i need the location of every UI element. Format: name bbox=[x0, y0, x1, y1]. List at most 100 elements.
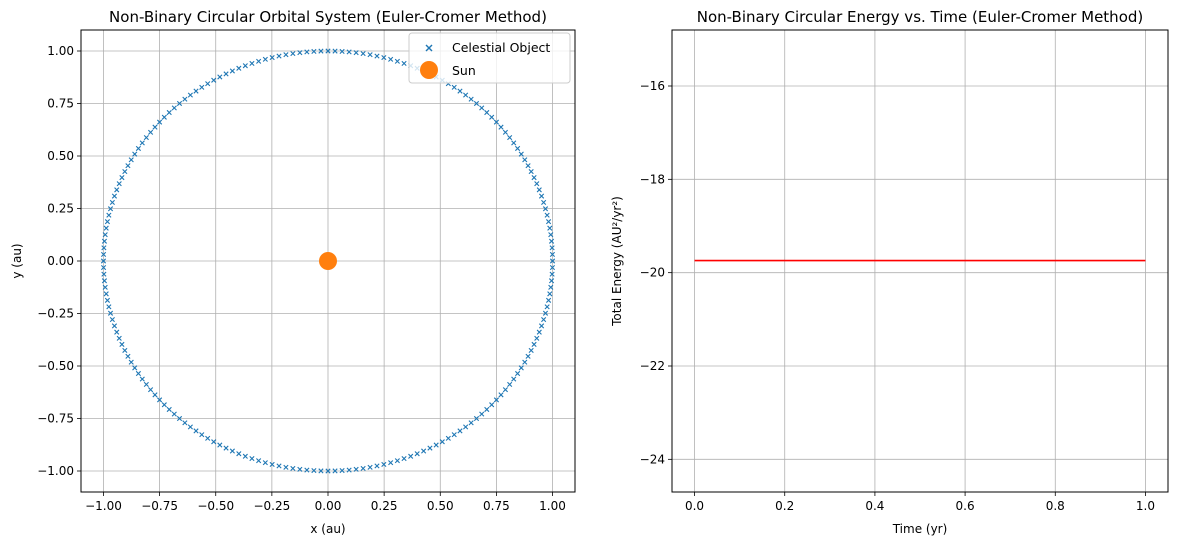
orbit-point bbox=[360, 465, 366, 472]
orbit-point bbox=[135, 370, 141, 377]
orbit-point bbox=[457, 88, 463, 94]
orbit-point bbox=[139, 376, 145, 382]
orbit-point bbox=[339, 48, 345, 55]
orbit-point bbox=[101, 245, 107, 251]
orbit-point bbox=[193, 428, 199, 434]
energy-plot-ticks: 0.0 0.2 0.4 0.6 0.8 1.0 −24 −22 −20 −18 −16 bbox=[640, 79, 1155, 513]
sun-point bbox=[319, 252, 337, 270]
orbit-point bbox=[544, 304, 550, 310]
orbit-point bbox=[249, 60, 255, 67]
orbit-point bbox=[217, 74, 223, 80]
x-tick-label: 0.4 bbox=[865, 499, 884, 513]
orbit-point bbox=[502, 129, 509, 135]
orbit-point bbox=[502, 387, 509, 393]
orbit-point bbox=[507, 134, 513, 141]
orbit-point bbox=[463, 424, 469, 430]
orbit-point bbox=[401, 455, 407, 462]
orbit-point bbox=[541, 199, 547, 206]
y-tick-label: 0.25 bbox=[47, 202, 74, 216]
orbit-point bbox=[187, 92, 193, 98]
energy-plot-xlabel: Time (yr) bbox=[892, 522, 948, 536]
orbit-point bbox=[269, 55, 275, 61]
x-tick-label: 0.00 bbox=[315, 499, 342, 513]
orbit-point bbox=[166, 406, 172, 413]
orbit-point bbox=[106, 212, 112, 218]
orbit-point bbox=[193, 88, 199, 94]
orbit-point bbox=[103, 291, 109, 297]
y-tick-label: −0.25 bbox=[37, 307, 74, 321]
orbit-point bbox=[187, 424, 193, 430]
orbit-point bbox=[507, 381, 513, 388]
orbit-point bbox=[242, 63, 248, 69]
orbit-point bbox=[211, 77, 217, 83]
orbit-point bbox=[479, 105, 485, 111]
orbit-point bbox=[156, 397, 163, 403]
legend-marker-sun bbox=[420, 61, 438, 79]
orbit-point bbox=[101, 271, 107, 277]
orbit-point bbox=[346, 467, 352, 473]
orbit-point bbox=[106, 304, 112, 310]
x-tick-label: 1.00 bbox=[539, 499, 566, 513]
orbit-point bbox=[125, 163, 131, 169]
orbit-point bbox=[109, 199, 115, 206]
orbit-point bbox=[346, 49, 352, 55]
orbit-point bbox=[176, 415, 183, 422]
y-tick-label: −22 bbox=[640, 359, 665, 373]
orbit-point bbox=[100, 265, 107, 271]
orbit-point bbox=[427, 445, 433, 451]
orbit-point bbox=[211, 439, 217, 445]
orbit-point bbox=[549, 265, 556, 271]
orbit-point bbox=[451, 432, 457, 438]
orbit-point bbox=[283, 52, 289, 58]
orbit-point bbox=[548, 284, 554, 290]
orbit-point bbox=[525, 163, 531, 169]
orbit-point bbox=[332, 48, 338, 54]
orbit-point bbox=[125, 353, 131, 359]
orbit-point bbox=[114, 187, 120, 193]
y-tick-label: −18 bbox=[640, 172, 665, 186]
orbit-plot-title: Non-Binary Circular Orbital System (Eule… bbox=[109, 8, 547, 26]
orbit-point bbox=[290, 465, 296, 472]
orbit-point bbox=[522, 359, 528, 365]
orbit-point bbox=[339, 467, 345, 474]
orbit-point bbox=[547, 291, 553, 297]
y-tick-label: −16 bbox=[640, 79, 665, 93]
orbit-point bbox=[531, 341, 537, 347]
orbit-point bbox=[451, 84, 457, 90]
orbit-point bbox=[332, 468, 338, 474]
x-tick-label: 0.50 bbox=[427, 499, 454, 513]
orbit-point bbox=[132, 365, 138, 371]
orbit-point bbox=[176, 100, 183, 107]
orbit-point bbox=[276, 463, 282, 469]
orbit-point bbox=[269, 461, 275, 467]
x-tick-label: 1.0 bbox=[1136, 499, 1155, 513]
orbit-point bbox=[199, 84, 205, 90]
orbit-point bbox=[531, 175, 537, 181]
orbit-point bbox=[119, 341, 125, 347]
orbit-point bbox=[549, 245, 555, 251]
orbit-point bbox=[143, 134, 149, 141]
orbit-point bbox=[205, 81, 211, 87]
orbit-point bbox=[468, 420, 474, 426]
x-tick-label: −1.00 bbox=[85, 499, 122, 513]
orbit-plot-ylabel: y (au) bbox=[10, 243, 24, 278]
orbit-plot-marks bbox=[100, 48, 556, 474]
legend-marker-celestial-object bbox=[425, 44, 433, 52]
y-tick-label: −20 bbox=[640, 266, 665, 280]
orbit-point bbox=[353, 466, 359, 472]
x-tick-label: 0.6 bbox=[956, 499, 975, 513]
orbit-point bbox=[545, 219, 552, 225]
y-tick-label: −0.75 bbox=[37, 412, 74, 426]
orbit-point bbox=[182, 420, 188, 426]
orbit-point bbox=[484, 406, 490, 413]
orbit-point bbox=[498, 392, 504, 398]
orbit-point bbox=[297, 466, 303, 472]
orbit-point bbox=[545, 297, 552, 303]
orbit-point bbox=[143, 381, 149, 388]
orbit-point bbox=[498, 124, 504, 130]
orbit-point bbox=[122, 168, 128, 175]
orbit-plot-legend: Celestial Object Sun bbox=[408, 32, 571, 84]
legend-label-sun: Sun bbox=[452, 63, 476, 78]
orbit-point bbox=[135, 145, 141, 152]
